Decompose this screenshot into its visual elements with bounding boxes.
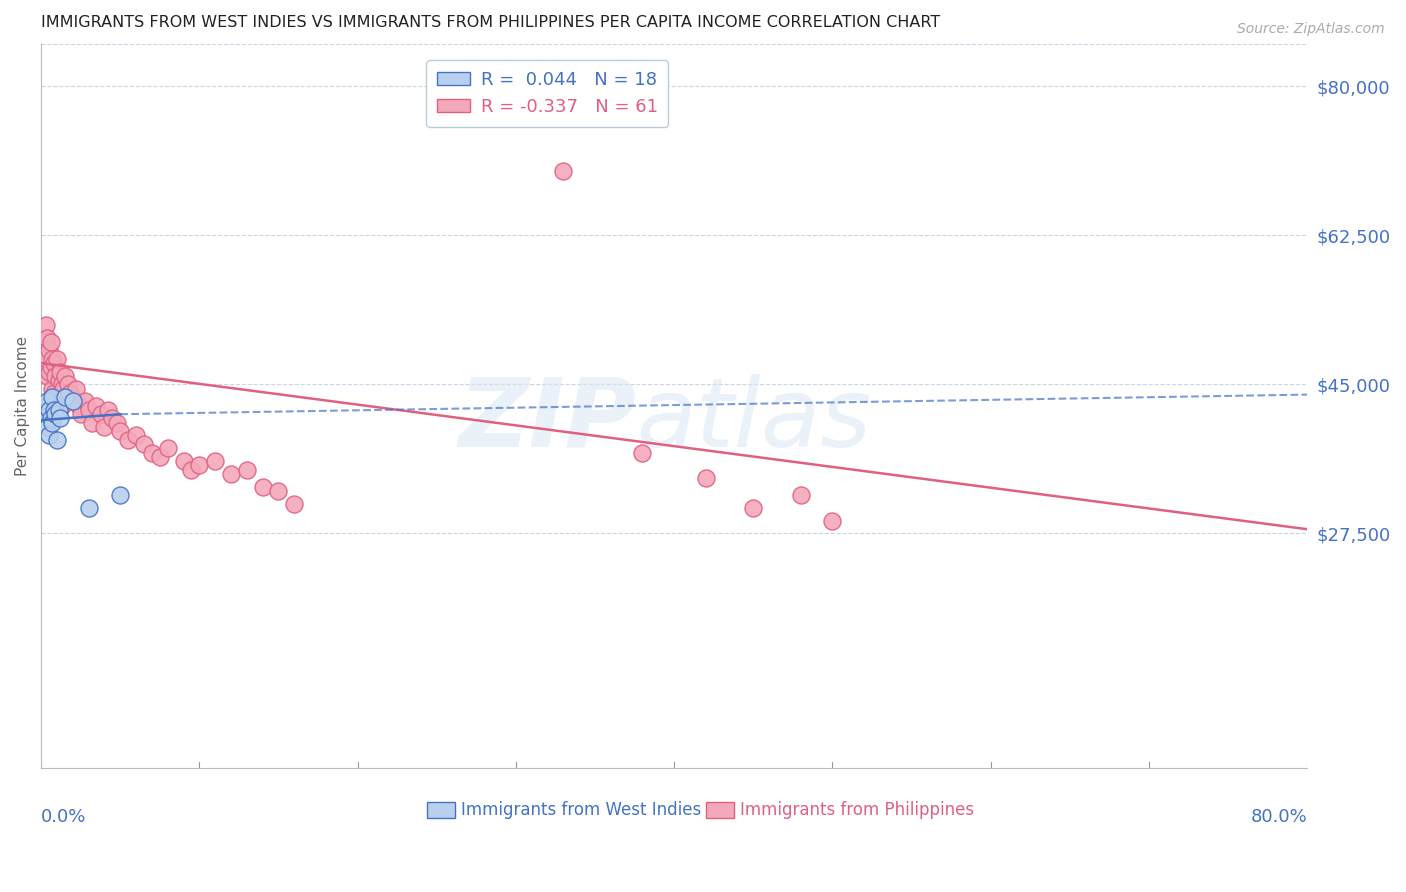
Point xyxy=(267,483,290,498)
Point xyxy=(35,399,58,413)
Point xyxy=(69,407,91,421)
Point xyxy=(37,420,59,434)
Point xyxy=(41,351,63,366)
Point xyxy=(97,403,120,417)
Point xyxy=(35,318,58,332)
Point xyxy=(141,445,163,459)
Point xyxy=(188,458,211,473)
Point xyxy=(52,382,75,396)
Point xyxy=(173,454,195,468)
Point xyxy=(53,390,76,404)
Point xyxy=(62,394,84,409)
Point xyxy=(236,462,259,476)
Point xyxy=(35,351,58,366)
Point xyxy=(49,394,72,409)
Point xyxy=(38,343,60,358)
Point xyxy=(45,351,67,366)
Point xyxy=(49,365,72,379)
Point xyxy=(67,399,90,413)
Point xyxy=(32,407,55,421)
Point xyxy=(37,368,59,383)
Point xyxy=(44,368,66,383)
Point xyxy=(75,394,97,409)
Point xyxy=(42,385,65,400)
Point xyxy=(38,365,60,379)
Point xyxy=(631,445,654,459)
Point xyxy=(48,403,70,417)
Point xyxy=(51,377,73,392)
Text: 80.0%: 80.0% xyxy=(1250,807,1308,825)
Point xyxy=(62,394,84,409)
Point xyxy=(695,471,717,485)
Text: Source: ZipAtlas.com: Source: ZipAtlas.com xyxy=(1237,22,1385,37)
Point xyxy=(42,403,65,417)
Text: ZIP: ZIP xyxy=(458,374,636,467)
Point xyxy=(821,514,844,528)
Point xyxy=(110,424,132,438)
Point xyxy=(45,433,67,447)
Text: Immigrants from West Indies: Immigrants from West Indies xyxy=(461,801,702,820)
Point xyxy=(149,450,172,464)
Text: 0.0%: 0.0% xyxy=(41,807,87,825)
Point xyxy=(90,407,112,421)
Point xyxy=(789,488,811,502)
Point xyxy=(58,385,80,400)
Point xyxy=(42,356,65,370)
Point xyxy=(80,416,103,430)
Point xyxy=(77,500,100,515)
Bar xyxy=(706,803,734,818)
Bar xyxy=(427,803,456,818)
Point xyxy=(283,497,305,511)
Point xyxy=(45,390,67,404)
Point xyxy=(65,382,87,396)
Point xyxy=(101,411,124,425)
Point xyxy=(37,394,59,409)
Point xyxy=(105,416,128,430)
Point xyxy=(252,480,274,494)
Text: IMMIGRANTS FROM WEST INDIES VS IMMIGRANTS FROM PHILIPPINES PER CAPITA INCOME COR: IMMIGRANTS FROM WEST INDIES VS IMMIGRANT… xyxy=(41,15,941,30)
Point xyxy=(156,442,179,456)
Point xyxy=(39,411,62,425)
Point xyxy=(219,467,242,481)
Point xyxy=(55,390,77,404)
Point xyxy=(553,164,575,178)
Point xyxy=(117,433,139,447)
Point xyxy=(742,500,765,515)
Point xyxy=(180,462,202,476)
Point xyxy=(48,373,70,387)
Point xyxy=(110,488,132,502)
Point xyxy=(125,428,148,442)
Point xyxy=(93,420,115,434)
Point xyxy=(38,428,60,442)
Point xyxy=(39,334,62,349)
Point xyxy=(32,334,55,349)
Point xyxy=(44,407,66,421)
Point xyxy=(41,390,63,404)
Legend: R =  0.044   N = 18, R = -0.337   N = 61: R = 0.044 N = 18, R = -0.337 N = 61 xyxy=(426,60,668,127)
Point xyxy=(86,399,108,413)
Point xyxy=(51,399,73,413)
Point xyxy=(49,411,72,425)
Text: Immigrants from Philippines: Immigrants from Philippines xyxy=(740,801,974,820)
Point xyxy=(53,368,76,383)
Point xyxy=(39,360,62,375)
Point xyxy=(56,377,79,392)
Point xyxy=(41,416,63,430)
Point xyxy=(132,437,155,451)
Point xyxy=(41,382,63,396)
Y-axis label: Per Capita Income: Per Capita Income xyxy=(15,335,30,475)
Point xyxy=(204,454,226,468)
Point xyxy=(38,403,60,417)
Text: atlas: atlas xyxy=(636,374,872,467)
Point xyxy=(77,403,100,417)
Point xyxy=(37,330,59,344)
